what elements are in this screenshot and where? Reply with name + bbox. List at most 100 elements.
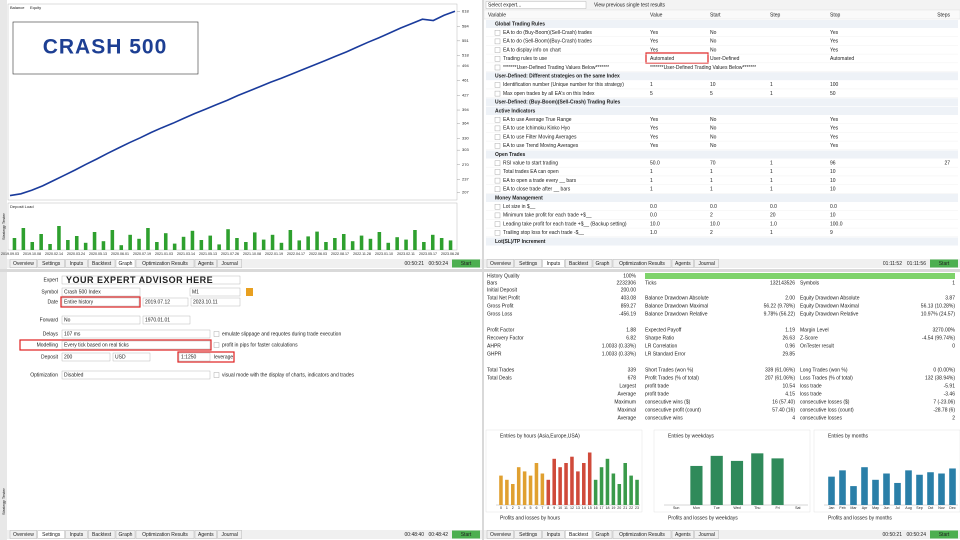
field[interactable] <box>142 315 191 325</box>
tab-label[interactable]: Journal <box>221 532 237 538</box>
tab[interactable] <box>671 259 694 268</box>
checkbox[interactable] <box>494 160 501 166</box>
checkbox[interactable] <box>494 169 501 175</box>
checkbox[interactable] <box>494 30 501 36</box>
start-label[interactable]: Start <box>939 261 950 267</box>
tab[interactable] <box>9 259 37 268</box>
tab[interactable] <box>37 530 65 539</box>
checkbox[interactable] <box>494 143 501 149</box>
tab-label[interactable]: Agents <box>198 532 214 538</box>
checkbox[interactable] <box>494 38 501 45</box>
start-button[interactable] <box>930 530 958 539</box>
tab[interactable] <box>115 259 136 268</box>
tab[interactable] <box>65 530 88 539</box>
tab-label[interactable]: Graph <box>596 261 610 267</box>
checkbox[interactable] <box>494 221 501 227</box>
field[interactable] <box>142 297 189 307</box>
tab[interactable] <box>217 259 243 268</box>
checkbox[interactable] <box>213 372 220 378</box>
start-button[interactable] <box>452 530 480 539</box>
tab-label[interactable]: Settings <box>42 261 61 267</box>
tab[interactable] <box>694 530 719 539</box>
tab-label[interactable]: Agents <box>675 532 691 538</box>
field[interactable] <box>178 352 211 362</box>
field[interactable] <box>61 329 211 339</box>
tab[interactable] <box>514 530 542 539</box>
tab[interactable] <box>217 530 243 539</box>
tab[interactable] <box>612 259 672 268</box>
checkbox[interactable] <box>494 90 501 97</box>
tab-label[interactable]: Settings <box>42 532 61 538</box>
tab[interactable] <box>65 259 88 268</box>
tab-label[interactable]: Backtest <box>92 532 112 538</box>
start-label[interactable]: Start <box>461 261 472 267</box>
tab-label[interactable]: Settings <box>519 261 538 267</box>
tab[interactable] <box>87 259 116 268</box>
tab-label[interactable]: Journal <box>221 261 237 267</box>
field[interactable] <box>61 297 140 307</box>
checkbox[interactable] <box>494 186 501 193</box>
tab-label[interactable]: Inputs <box>70 261 84 267</box>
tab[interactable] <box>115 530 136 539</box>
tab[interactable] <box>612 530 672 539</box>
checkbox[interactable] <box>494 116 501 123</box>
tab-label[interactable]: Optimization Results <box>619 532 665 538</box>
start-label[interactable]: Start <box>939 532 950 538</box>
tab[interactable] <box>194 530 217 539</box>
tab-label[interactable]: Agents <box>198 261 214 267</box>
tab-label[interactable]: Graph <box>596 532 610 538</box>
tab-label[interactable]: Inputs <box>70 532 84 538</box>
tab[interactable] <box>565 530 593 539</box>
tab[interactable] <box>135 259 195 268</box>
tab[interactable] <box>671 530 694 539</box>
checkbox[interactable] <box>213 342 220 348</box>
checkbox[interactable] <box>494 125 501 132</box>
field[interactable] <box>189 287 241 297</box>
tab-label[interactable]: Backtest <box>569 261 589 267</box>
tab-label[interactable]: Backtest <box>569 532 589 538</box>
tab-label[interactable]: Optimization Results <box>619 261 665 267</box>
tab-label[interactable]: Graph <box>119 261 133 267</box>
start-button[interactable] <box>452 259 480 268</box>
checkbox[interactable] <box>494 203 501 210</box>
tab-label[interactable]: Settings <box>519 532 538 538</box>
tab[interactable] <box>565 259 593 268</box>
tab[interactable] <box>135 530 195 539</box>
tab-label[interactable]: Inputs <box>547 532 561 538</box>
tab-label[interactable]: Graph <box>119 532 133 538</box>
tab[interactable] <box>542 530 565 539</box>
tab-label[interactable]: Overview <box>490 532 511 538</box>
checkbox[interactable] <box>494 56 501 62</box>
tab[interactable] <box>694 259 719 268</box>
field[interactable] <box>61 287 141 297</box>
tab-label[interactable]: Overview <box>13 261 34 267</box>
tab[interactable] <box>592 259 613 268</box>
tab[interactable] <box>592 530 613 539</box>
field[interactable] <box>190 297 241 307</box>
tab[interactable] <box>486 259 514 268</box>
tab-label[interactable]: Agents <box>675 261 691 267</box>
checkbox[interactable] <box>494 134 501 140</box>
tab-label[interactable]: Optimization Results <box>142 261 188 267</box>
field[interactable] <box>61 352 111 362</box>
tab[interactable] <box>194 259 217 268</box>
field[interactable] <box>61 340 211 350</box>
field[interactable] <box>112 352 151 362</box>
tab[interactable] <box>542 259 565 268</box>
tab-label[interactable]: Optimization Results <box>142 532 188 538</box>
tab-label[interactable]: Backtest <box>92 261 112 267</box>
tab[interactable] <box>514 259 542 268</box>
tab-label[interactable]: Journal <box>698 532 714 538</box>
checkbox[interactable] <box>213 331 220 337</box>
field[interactable] <box>61 370 211 380</box>
tab[interactable] <box>37 259 65 268</box>
tab-label[interactable]: Overview <box>490 261 511 267</box>
tab-label[interactable]: Journal <box>698 261 714 267</box>
tab[interactable] <box>9 530 37 539</box>
checkbox[interactable] <box>494 64 501 71</box>
field[interactable] <box>61 315 141 325</box>
tab-label[interactable]: Overview <box>13 532 34 538</box>
tab[interactable] <box>486 530 514 539</box>
start-button[interactable] <box>930 259 958 268</box>
checkbox[interactable] <box>494 47 501 53</box>
